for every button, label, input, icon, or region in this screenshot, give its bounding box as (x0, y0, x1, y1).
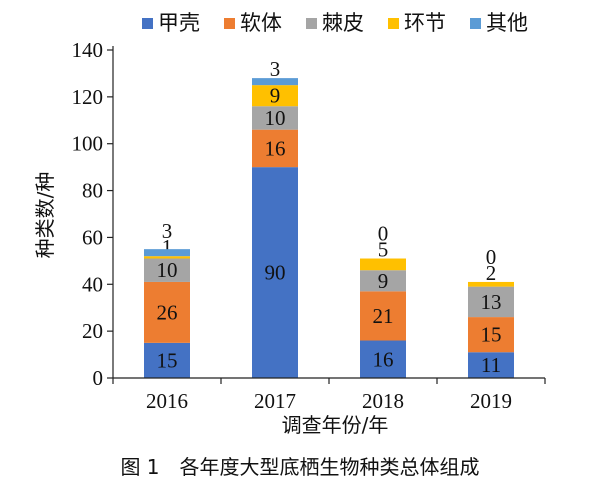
legend: 甲壳 软体 棘皮 环节 其他 (142, 11, 528, 35)
data-label: 16 (265, 136, 286, 160)
legend-label: 棘皮 (322, 11, 364, 35)
bar-segment (360, 291, 406, 341)
data-label: 9 (270, 84, 281, 108)
legend-swatch (306, 18, 317, 29)
data-label: 11 (481, 353, 501, 377)
data-label: 3 (270, 57, 281, 81)
data-label: 0 (486, 245, 497, 269)
data-label: 3 (162, 219, 173, 243)
bar-segment (468, 281, 514, 287)
y-tick-label: 140 (72, 38, 104, 62)
data-label: 2 (486, 261, 497, 285)
legend-swatch (142, 18, 153, 29)
data-label: 90 (265, 261, 286, 285)
legend-swatch (388, 18, 399, 29)
bar-segment (144, 342, 190, 378)
bar-segment (252, 85, 298, 107)
bar-segment (360, 258, 406, 271)
legend-swatch (470, 18, 481, 29)
bar-segment (468, 317, 514, 353)
y-tick-label: 60 (82, 225, 103, 249)
legend-label: 软体 (240, 11, 282, 35)
legend-label: 其他 (486, 11, 528, 35)
bar-segment (468, 352, 514, 378)
bar-segment (252, 167, 298, 378)
bar-segment (468, 286, 514, 318)
y-tick-label: 100 (72, 132, 104, 156)
bar-segment (144, 249, 190, 257)
y-axis-title: 种类数/种 (33, 172, 57, 259)
data-label: 0 (378, 222, 389, 246)
data-label: 10 (265, 106, 286, 130)
bar-segment (252, 78, 298, 86)
bar-segment (144, 281, 190, 343)
data-label: 10 (157, 258, 178, 282)
bar-segment (360, 270, 406, 292)
legend-swatch (224, 18, 235, 29)
x-tick-label: 2016 (146, 389, 188, 413)
x-axis-title: 调查年份/年 (282, 413, 389, 437)
bar-segment (144, 256, 190, 259)
stacked-bar-chart: 甲壳 软体 棘皮 环节 其他 15261013901610931621950111513… (33, 11, 546, 437)
data-label: 5 (378, 238, 389, 262)
bar-segment (360, 340, 406, 378)
y-tick-label: 80 (82, 179, 103, 203)
y-tick-label: 20 (82, 319, 103, 343)
legend-label: 甲壳 (158, 11, 200, 35)
data-label: 1 (162, 235, 173, 259)
bar-segment (252, 129, 298, 168)
legend-label: 环节 (404, 11, 446, 35)
figure-caption: 图 1 各年度大型底栖生物种类总体组成 (120, 455, 480, 479)
x-tick-label: 2017 (254, 389, 296, 413)
data-label: 15 (157, 348, 178, 372)
data-label: 16 (373, 347, 394, 371)
data-label: 21 (373, 304, 394, 328)
x-axis: 2016 2017 2018 2019 (112, 377, 546, 413)
y-axis: 0 20 40 60 80 100 120 140 (72, 38, 114, 390)
bar-segment (252, 106, 298, 130)
data-label: 9 (378, 269, 389, 293)
data-label: 13 (481, 290, 502, 314)
data-label: 26 (157, 300, 178, 324)
y-tick-label: 120 (72, 85, 104, 109)
data-label: 15 (481, 323, 502, 347)
x-tick-label: 2018 (362, 389, 404, 413)
y-tick-label: 0 (93, 366, 104, 390)
bar-segment (144, 258, 190, 282)
x-tick-label: 2019 (470, 389, 512, 413)
y-tick-label: 40 (82, 272, 103, 296)
